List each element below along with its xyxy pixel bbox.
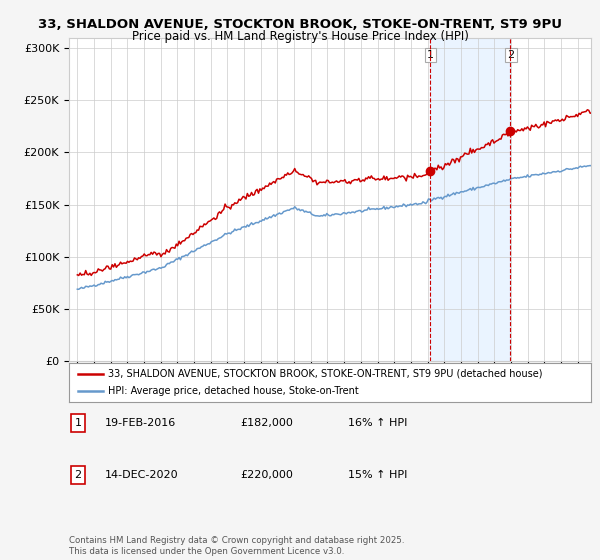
Text: £182,000: £182,000 [240, 418, 293, 428]
Text: 16% ↑ HPI: 16% ↑ HPI [348, 418, 407, 428]
Text: Price paid vs. HM Land Registry's House Price Index (HPI): Price paid vs. HM Land Registry's House … [131, 30, 469, 43]
Text: £220,000: £220,000 [240, 470, 293, 480]
Text: Contains HM Land Registry data © Crown copyright and database right 2025.
This d: Contains HM Land Registry data © Crown c… [69, 536, 404, 556]
Text: 14-DEC-2020: 14-DEC-2020 [105, 470, 179, 480]
Text: 1: 1 [427, 50, 434, 60]
Text: 15% ↑ HPI: 15% ↑ HPI [348, 470, 407, 480]
Text: HPI: Average price, detached house, Stoke-on-Trent: HPI: Average price, detached house, Stok… [108, 386, 359, 396]
Text: 2: 2 [74, 470, 82, 480]
Text: 2: 2 [508, 50, 515, 60]
Text: 33, SHALDON AVENUE, STOCKTON BROOK, STOKE-ON-TRENT, ST9 9PU (detached house): 33, SHALDON AVENUE, STOCKTON BROOK, STOK… [108, 368, 542, 379]
Text: 33, SHALDON AVENUE, STOCKTON BROOK, STOKE-ON-TRENT, ST9 9PU: 33, SHALDON AVENUE, STOCKTON BROOK, STOK… [38, 18, 562, 31]
Text: 1: 1 [74, 418, 82, 428]
Text: 19-FEB-2016: 19-FEB-2016 [105, 418, 176, 428]
Bar [430, 38, 510, 361]
